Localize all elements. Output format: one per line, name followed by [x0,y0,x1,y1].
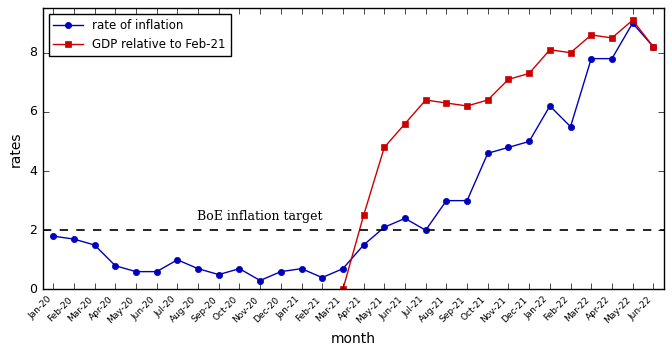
rate of inflation [505,145,513,149]
GDP relative to Feb-21 [442,101,450,105]
rate of inflation [153,269,161,274]
rate of inflation [215,273,223,277]
rate of inflation [318,275,326,280]
rate of inflation [566,125,575,129]
Text: BoE inflation target: BoE inflation target [198,210,323,223]
rate of inflation [173,258,181,262]
GDP relative to Feb-21 [505,77,513,81]
GDP relative to Feb-21 [421,98,429,102]
GDP relative to Feb-21 [463,104,471,108]
Legend: rate of inflation, GDP relative to Feb-21: rate of inflation, GDP relative to Feb-2… [49,14,230,56]
rate of inflation [421,228,429,232]
rate of inflation [380,225,388,229]
rate of inflation [463,199,471,203]
rate of inflation [484,151,492,155]
rate of inflation [442,199,450,203]
GDP relative to Feb-21 [566,51,575,55]
rate of inflation [277,269,285,274]
rate of inflation [49,234,57,238]
rate of inflation [339,267,347,271]
rate of inflation [628,21,636,25]
GDP relative to Feb-21 [587,33,595,37]
GDP relative to Feb-21 [484,98,492,102]
rate of inflation [132,269,140,274]
rate of inflation [298,267,306,271]
Line: GDP relative to Feb-21: GDP relative to Feb-21 [340,17,657,292]
Y-axis label: rates: rates [8,131,22,167]
rate of inflation [194,267,202,271]
rate of inflation [112,264,120,268]
rate of inflation [608,57,616,61]
rate of inflation [546,104,554,108]
rate of inflation [525,139,533,144]
GDP relative to Feb-21 [525,71,533,75]
GDP relative to Feb-21 [339,287,347,291]
GDP relative to Feb-21 [401,121,409,126]
rate of inflation [91,243,99,247]
rate of inflation [70,237,78,241]
GDP relative to Feb-21 [380,145,388,149]
rate of inflation [401,216,409,221]
rate of inflation [360,243,368,247]
rate of inflation [256,278,264,282]
GDP relative to Feb-21 [360,213,368,218]
rate of inflation [587,57,595,61]
Line: rate of inflation: rate of inflation [50,20,657,284]
rate of inflation [649,45,657,49]
GDP relative to Feb-21 [649,45,657,49]
X-axis label: month: month [331,332,376,346]
GDP relative to Feb-21 [546,48,554,52]
rate of inflation [235,267,243,271]
GDP relative to Feb-21 [628,18,636,22]
GDP relative to Feb-21 [608,36,616,40]
